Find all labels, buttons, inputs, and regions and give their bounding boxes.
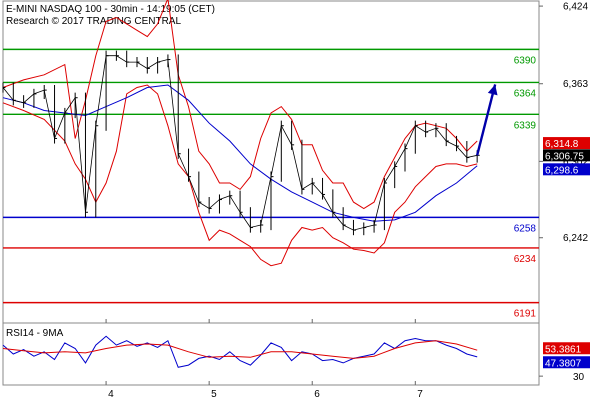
y-axis-tick-label: 6,302 — [563, 157, 588, 168]
rsi-panel-title: RSI14 - 9MA — [6, 328, 64, 339]
axis-layer: 6,424 6,363 6,302 6,242 30 4 5 6 7 — [105, 2, 588, 400]
arrow-layer — [475, 84, 498, 156]
bollinger-upper-line — [2, 0, 478, 210]
price-tag-red — [543, 137, 590, 150]
rsi-ma-line — [2, 340, 478, 359]
price-line — [2, 55, 478, 231]
price-tags-layer: 6,314.86,306.75 6,298.6 53.3861 47.3807 — [543, 137, 590, 369]
moving-average-line — [2, 84, 478, 222]
price-tag-label: 47.3807 — [545, 358, 582, 369]
price-layer — [2, 50, 480, 236]
price-tag-black — [543, 149, 590, 162]
projection-arrow-shaft — [475, 84, 497, 156]
level-label-6191: 6191 — [514, 309, 537, 320]
rsi-panel-frame — [2, 322, 540, 386]
price-tag-blue — [543, 163, 590, 176]
levels-layer: 6390 6364 6339 6258 6234 6191 — [3, 48, 539, 320]
price-tag-label: 6,298.6 — [545, 165, 579, 176]
rsi-layer — [2, 335, 478, 368]
y-axis-tick-label: 6,242 — [563, 233, 588, 244]
projection-arrow-head — [487, 84, 498, 96]
chart-title: E-MINI NASDAQ 100 - 30min - 14:19:05 (CE… — [6, 4, 215, 15]
level-label-6234: 6234 — [514, 254, 537, 265]
copyright-text: Research © 2017 TRADING CENTRAL — [6, 16, 181, 27]
price-tag-label: 6,306.75 — [545, 151, 584, 162]
rsi-line — [2, 335, 478, 368]
level-label-6390: 6390 — [514, 55, 537, 66]
bollinger-lower-line — [2, 84, 478, 267]
y-axis-tick-label: 6,424 — [563, 2, 588, 13]
bollinger-layer — [2, 0, 478, 267]
x-axis-tick-label: 7 — [417, 389, 423, 400]
level-label-6339: 6339 — [514, 120, 537, 131]
price-tag-blue — [543, 356, 590, 369]
x-axis-tick-label: 6 — [314, 389, 320, 400]
y-axis-tick-label: 6,363 — [563, 79, 588, 90]
rsi-y-axis-tick-label: 30 — [573, 372, 585, 383]
x-axis-tick-label: 5 — [211, 389, 217, 400]
x-axis-tick-label: 4 — [108, 389, 114, 400]
level-label-6364: 6364 — [514, 88, 537, 99]
price-tag-label: 53.3861 — [545, 344, 582, 355]
level-label-6258: 6258 — [514, 223, 537, 234]
price-tag-label: 6,314.8 — [545, 139, 579, 150]
price-tag-red — [543, 342, 590, 355]
